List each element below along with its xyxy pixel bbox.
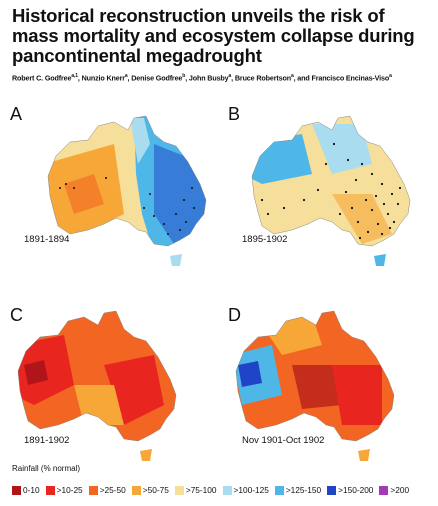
tasmania-a xyxy=(170,254,182,266)
legend-item: 0-10 xyxy=(12,485,40,495)
author-affiliation: a xyxy=(389,73,392,79)
legend-swatch xyxy=(274,485,284,495)
legend-label: >25-50 xyxy=(99,485,126,495)
legend-swatch xyxy=(222,485,232,495)
legend-label: >75-100 xyxy=(185,485,217,495)
legend-item: >125-150 xyxy=(274,485,322,495)
author-affiliation: a xyxy=(228,73,232,79)
author-affiliation: a,1 xyxy=(71,73,78,79)
australia-rainfall-map-a xyxy=(47,115,207,266)
legend-label: >150-200 xyxy=(338,485,374,495)
author-name: Denise Godfree xyxy=(131,73,183,83)
panel-label: B xyxy=(228,104,241,124)
author-name: John Busby xyxy=(188,73,229,83)
legend-item: >150-200 xyxy=(327,485,373,495)
legend-swatch xyxy=(131,485,141,495)
author-affiliation: b xyxy=(182,73,186,79)
legend-swatch xyxy=(12,485,21,495)
legend-item: >25-50 xyxy=(88,485,126,495)
australia-rainfall-map-b xyxy=(251,115,411,266)
panel-caption: 1891-1894 xyxy=(24,234,70,245)
author-name: Bruce Robertson xyxy=(234,73,291,83)
map-panel-c: C 1891-1902 xyxy=(4,305,220,490)
author-affiliation: a xyxy=(124,73,128,79)
legend-swatch xyxy=(327,485,337,495)
map-panel-a: A 1891-1894 xyxy=(4,104,220,289)
tasmania-c xyxy=(140,449,152,461)
station-points-a xyxy=(59,177,195,235)
legend-label: >200 xyxy=(390,485,410,495)
panel-label: A xyxy=(10,104,23,124)
tasmania-b xyxy=(374,254,386,266)
legend-item: >50-75 xyxy=(131,485,169,495)
legend-label: >10-25 xyxy=(56,485,83,495)
legend-swatch xyxy=(379,485,389,495)
panel-label: C xyxy=(10,305,23,325)
legend-swatch xyxy=(88,485,98,495)
legend-item: >75-100 xyxy=(174,485,217,495)
legend-swatch xyxy=(174,485,184,495)
legend-label: 0-10 xyxy=(23,485,40,495)
legend-item: >100-125 xyxy=(222,485,269,495)
australia-rainfall-map-c xyxy=(17,310,177,461)
paper-title: Historical reconstruction unveils the ri… xyxy=(12,5,415,66)
legend-title: Rainfall (% normal) xyxy=(12,464,81,473)
map-panel-b: B 1895-1902 xyxy=(222,104,438,289)
panel-label: D xyxy=(228,305,241,325)
legend-label: >100-125 xyxy=(233,485,269,495)
author-affiliation: a xyxy=(290,73,294,79)
panel-caption: 1891-1902 xyxy=(24,435,70,446)
author-name: Nunzio Knerr xyxy=(81,73,125,83)
tasmania-d xyxy=(358,449,370,461)
legend-swatch xyxy=(45,485,55,495)
panel-caption: 1895-1902 xyxy=(242,234,288,245)
legend-item: >200 xyxy=(379,485,409,495)
rainfall-legend: 0-10 >10-25 >25-50 >50-75 >75-100 >100-1… xyxy=(12,483,415,497)
australia-rainfall-map-d xyxy=(235,310,395,461)
panel-caption: Nov 1901-Oct 1902 xyxy=(242,435,325,446)
legend-item: >10-25 xyxy=(45,485,83,495)
legend-label: >125-150 xyxy=(285,485,322,495)
station-points-b xyxy=(260,142,402,240)
author-name: Robert C. Godfree xyxy=(12,73,72,83)
legend-label: >50-75 xyxy=(142,485,169,495)
map-panel-d: D Nov 1901-Oct 1902 xyxy=(222,305,438,490)
author-name: Francisco Encinas-Viso xyxy=(311,73,390,83)
author-list: Robert C. Godfreea,1, Nunzio Knerra, Den… xyxy=(12,73,392,83)
